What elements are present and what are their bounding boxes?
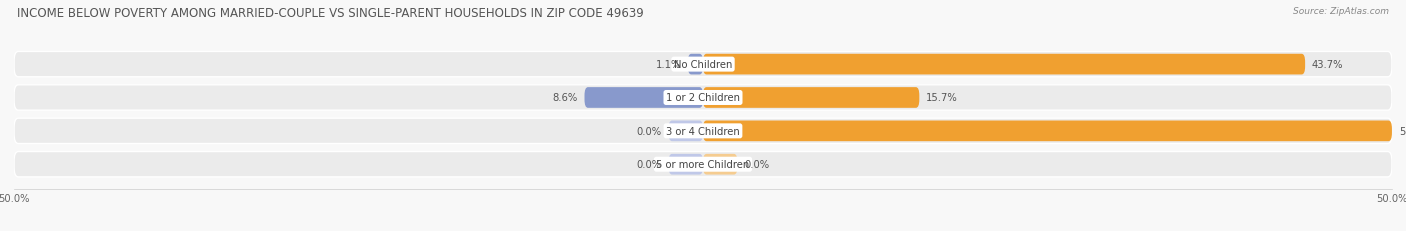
FancyBboxPatch shape [14, 85, 1392, 111]
Text: 8.6%: 8.6% [553, 93, 578, 103]
Text: 3 or 4 Children: 3 or 4 Children [666, 126, 740, 136]
Text: 5 or more Children: 5 or more Children [657, 160, 749, 170]
FancyBboxPatch shape [14, 152, 1392, 177]
Text: 43.7%: 43.7% [1312, 60, 1344, 70]
Text: No Children: No Children [673, 60, 733, 70]
FancyBboxPatch shape [669, 121, 703, 142]
FancyBboxPatch shape [703, 121, 1392, 142]
FancyBboxPatch shape [703, 55, 1305, 75]
Text: 1.1%: 1.1% [655, 60, 681, 70]
Text: 0.0%: 0.0% [744, 160, 769, 170]
FancyBboxPatch shape [688, 55, 703, 75]
FancyBboxPatch shape [703, 154, 738, 175]
Text: 0.0%: 0.0% [637, 160, 662, 170]
FancyBboxPatch shape [14, 52, 1392, 77]
FancyBboxPatch shape [669, 154, 703, 175]
Text: INCOME BELOW POVERTY AMONG MARRIED-COUPLE VS SINGLE-PARENT HOUSEHOLDS IN ZIP COD: INCOME BELOW POVERTY AMONG MARRIED-COUPL… [17, 7, 644, 20]
FancyBboxPatch shape [703, 88, 920, 108]
Text: Source: ZipAtlas.com: Source: ZipAtlas.com [1294, 7, 1389, 16]
FancyBboxPatch shape [14, 119, 1392, 144]
Text: 50.0%: 50.0% [1399, 126, 1406, 136]
Text: 15.7%: 15.7% [927, 93, 957, 103]
FancyBboxPatch shape [585, 88, 703, 108]
Text: 0.0%: 0.0% [637, 126, 662, 136]
Text: 1 or 2 Children: 1 or 2 Children [666, 93, 740, 103]
